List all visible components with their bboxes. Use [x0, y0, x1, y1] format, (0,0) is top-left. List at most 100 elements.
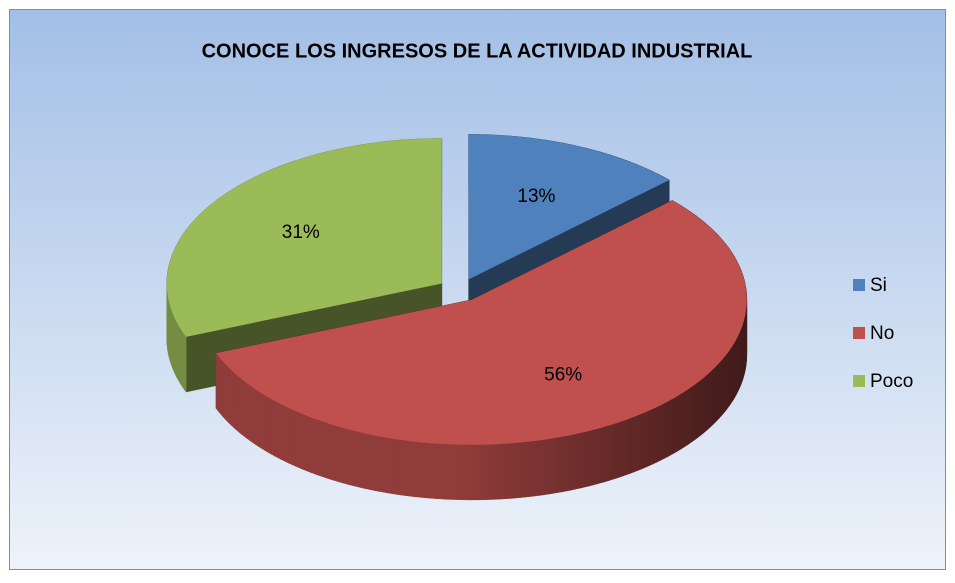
slice-side — [614, 422, 618, 478]
slice-side — [281, 404, 284, 461]
slice-side — [288, 408, 292, 465]
slice-side — [285, 406, 289, 463]
slice-side — [463, 445, 468, 500]
slice-side — [292, 410, 296, 467]
slice-side — [383, 437, 388, 493]
slice-side — [638, 414, 642, 471]
slice-side — [307, 416, 311, 472]
slice-side — [670, 398, 673, 455]
slice-side — [482, 445, 487, 500]
slice-side — [646, 411, 650, 468]
slice-side — [454, 444, 459, 499]
slice-side — [715, 365, 717, 422]
slice-side — [535, 440, 540, 496]
slice-side — [365, 433, 369, 489]
chart-title: CONOCE LOS INGRESOS DE LA ACTIVIDAD INDU… — [202, 40, 753, 62]
slice-side — [558, 437, 563, 493]
slice-side — [530, 441, 535, 497]
slice-side — [686, 389, 689, 446]
slice-side — [674, 396, 677, 453]
data-label: 13% — [517, 186, 555, 207]
slice-side — [370, 434, 374, 490]
slice-side — [525, 442, 530, 498]
slice-side — [497, 444, 502, 499]
slice-side — [677, 395, 680, 452]
slice-side — [348, 429, 352, 485]
slice-side — [689, 387, 692, 444]
slice-side — [622, 420, 626, 476]
legend-swatch — [853, 279, 865, 291]
slice-side — [692, 385, 695, 442]
slice-side — [680, 393, 683, 450]
slice-side — [356, 431, 360, 487]
slice-side — [265, 395, 268, 452]
slice-side — [606, 425, 610, 481]
data-label: 31% — [282, 222, 320, 243]
slice-side — [562, 436, 567, 492]
slice-side — [296, 411, 300, 468]
slice-side — [411, 441, 416, 497]
slice-side — [420, 442, 425, 497]
slice-side — [244, 381, 247, 438]
slice-side — [703, 376, 706, 433]
slice-side — [708, 372, 710, 429]
slice-side — [262, 393, 265, 450]
slice-side — [630, 417, 634, 473]
slice-side — [667, 400, 670, 457]
slice-side — [352, 430, 356, 486]
slice-side — [468, 445, 473, 500]
slice-side — [247, 383, 250, 440]
slice-side — [516, 443, 521, 498]
slice-side — [695, 383, 698, 440]
slice-side — [487, 444, 492, 499]
slice-side — [311, 417, 315, 473]
slice-side — [439, 444, 444, 499]
slice-side — [506, 443, 511, 498]
slice-side — [223, 362, 225, 419]
slice-side — [406, 441, 411, 497]
slice-side — [713, 367, 715, 424]
slice-side — [576, 433, 580, 489]
slice-side — [225, 364, 227, 421]
legend-label: Si — [870, 275, 887, 296]
slice-side — [234, 373, 236, 430]
slice-side — [425, 443, 430, 498]
slice-side — [593, 429, 597, 485]
slice-side — [458, 445, 463, 500]
slice-side — [700, 378, 703, 435]
slice-side — [242, 379, 245, 436]
slice-side — [626, 418, 630, 474]
slice-side — [303, 414, 307, 471]
slice-side — [319, 420, 323, 476]
slice-side — [379, 436, 384, 492]
slice-side — [229, 368, 231, 425]
slice-side — [553, 438, 558, 494]
slice-side — [492, 444, 497, 499]
slice-side — [478, 445, 483, 500]
legend-label: Poco — [870, 371, 913, 392]
slice-side — [184, 334, 186, 391]
slice-side — [602, 426, 606, 482]
slice-side — [331, 424, 335, 480]
slice-side — [430, 443, 435, 498]
slice-side — [589, 430, 593, 486]
slice-side — [664, 402, 667, 459]
slice-side — [239, 377, 242, 434]
slice-side — [567, 435, 571, 491]
slice-side — [634, 415, 638, 472]
slice-side — [335, 426, 339, 482]
slice-side — [221, 359, 223, 416]
slice-side — [653, 407, 657, 464]
slice-side — [232, 371, 234, 428]
slice-side — [642, 412, 646, 469]
slice-side — [227, 366, 229, 423]
slice-side — [250, 385, 253, 442]
slice-side — [539, 440, 544, 496]
slice-side — [660, 404, 663, 461]
slice-side — [683, 391, 686, 448]
slice-side — [268, 397, 271, 454]
slice-side — [315, 419, 319, 475]
slice-side — [597, 428, 601, 484]
slice-side — [580, 432, 584, 488]
slice-side — [434, 443, 439, 498]
